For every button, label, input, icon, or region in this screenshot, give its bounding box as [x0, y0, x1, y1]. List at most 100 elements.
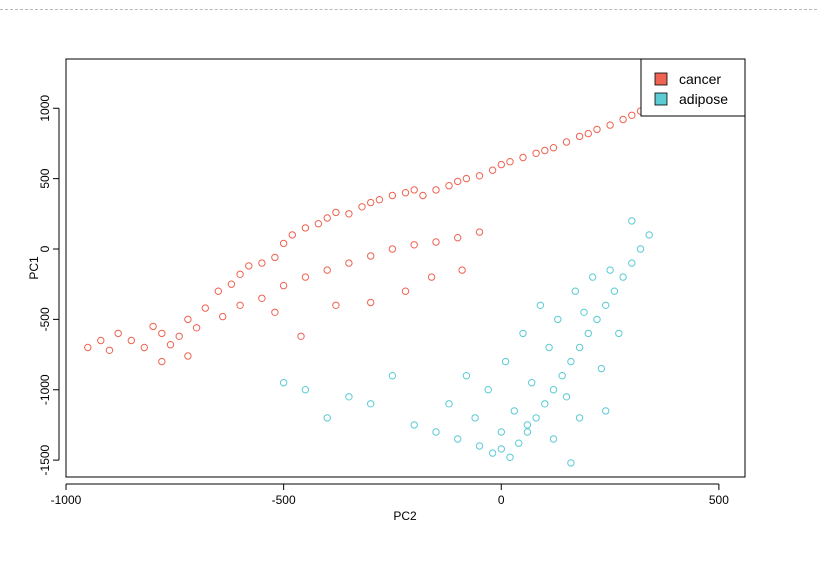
point-cancer [258, 294, 266, 302]
point-adipose [323, 414, 331, 422]
y-tick-label: 0 [38, 245, 52, 252]
point-cancer [506, 158, 514, 166]
point-adipose [475, 442, 484, 450]
legend-label-adipose: adipose [679, 91, 728, 107]
point-cancer [367, 298, 375, 307]
point-adipose [645, 231, 653, 239]
point-adipose [510, 407, 518, 415]
point-cancer [454, 177, 462, 186]
point-cancer [562, 138, 571, 146]
point-adipose [549, 435, 558, 443]
point-adipose [606, 266, 614, 274]
point-cancer [245, 262, 253, 270]
point-cancer [184, 352, 192, 360]
point-adipose [571, 287, 579, 295]
y-tick-label: -1500 [38, 444, 52, 475]
point-cancer [475, 228, 484, 236]
point-cancer [427, 273, 436, 281]
point-cancer [236, 301, 244, 309]
point-cancer [271, 253, 279, 262]
point-adipose [471, 414, 479, 422]
point-cancer [201, 304, 210, 312]
point-cancer [184, 315, 192, 324]
point-cancer [358, 203, 366, 211]
point-cancer [97, 336, 105, 345]
point-cancer [175, 332, 183, 340]
point-cancer [127, 336, 136, 345]
point-adipose [558, 372, 566, 380]
point-adipose [602, 407, 610, 415]
point-cancer [105, 346, 114, 354]
point-adipose [636, 245, 645, 253]
x-axis-label: PC2 [393, 509, 417, 523]
point-cancer [288, 231, 296, 239]
point-adipose [541, 400, 549, 408]
point-cancer [301, 224, 310, 232]
point-cancer [301, 273, 310, 281]
point-adipose [589, 273, 597, 281]
point-cancer [401, 287, 410, 295]
point-adipose [345, 393, 353, 401]
y-tick-label: 500 [38, 168, 52, 188]
point-cancer [271, 308, 279, 316]
point-cancer [367, 252, 375, 260]
point-cancer [401, 189, 410, 197]
point-cancer [432, 238, 440, 246]
point-adipose [619, 273, 627, 281]
point-cancer [549, 144, 558, 152]
point-adipose [628, 259, 636, 267]
point-adipose [580, 308, 588, 316]
point-adipose [597, 364, 606, 373]
point-adipose [515, 439, 523, 447]
point-cancer [258, 259, 266, 267]
point-adipose [388, 372, 397, 380]
point-adipose [628, 217, 636, 225]
point-cancer [323, 266, 331, 274]
point-cancer [388, 245, 397, 253]
point-cancer [541, 146, 549, 155]
point-cancer [192, 324, 201, 332]
point-cancer [628, 111, 636, 120]
series-cancer-points [84, 97, 680, 366]
point-adipose [615, 329, 623, 338]
point-cancer [140, 343, 149, 352]
point-cancer [419, 191, 427, 200]
point-adipose [488, 449, 497, 457]
x-axis: -1000 -500 0 500 [51, 483, 729, 507]
point-adipose [523, 428, 532, 436]
point-cancer [454, 234, 462, 242]
y-axis: -1500 -1000 -500 0 500 1000 [38, 95, 60, 475]
point-adipose [523, 421, 532, 429]
point-cancer [279, 239, 288, 248]
point-cancer [458, 266, 466, 274]
point-cancer [219, 312, 227, 321]
point-cancer [84, 343, 92, 352]
x-tick-label: -500 [272, 493, 296, 507]
point-cancer [497, 160, 505, 169]
point-adipose [410, 421, 418, 429]
point-cancer [410, 186, 418, 194]
point-cancer [445, 182, 453, 190]
point-cancer [114, 329, 122, 338]
point-cancer [606, 121, 614, 129]
point-cancer [432, 186, 440, 194]
point-adipose [367, 400, 375, 408]
point-adipose [567, 357, 575, 366]
point-adipose [301, 386, 310, 394]
point-cancer [593, 125, 601, 134]
point-cancer [410, 241, 418, 249]
plot-area-frame [65, 58, 746, 478]
point-cancer [149, 322, 157, 331]
point-cancer [345, 259, 353, 267]
point-adipose [528, 379, 536, 387]
point-cancer [279, 281, 288, 290]
point-adipose [575, 343, 584, 352]
point-adipose [562, 393, 571, 401]
point-adipose [484, 386, 492, 394]
point-cancer [367, 198, 375, 207]
point-cancer [166, 341, 175, 349]
point-cancer [519, 153, 527, 162]
point-cancer [462, 174, 471, 183]
point-adipose [593, 315, 601, 324]
